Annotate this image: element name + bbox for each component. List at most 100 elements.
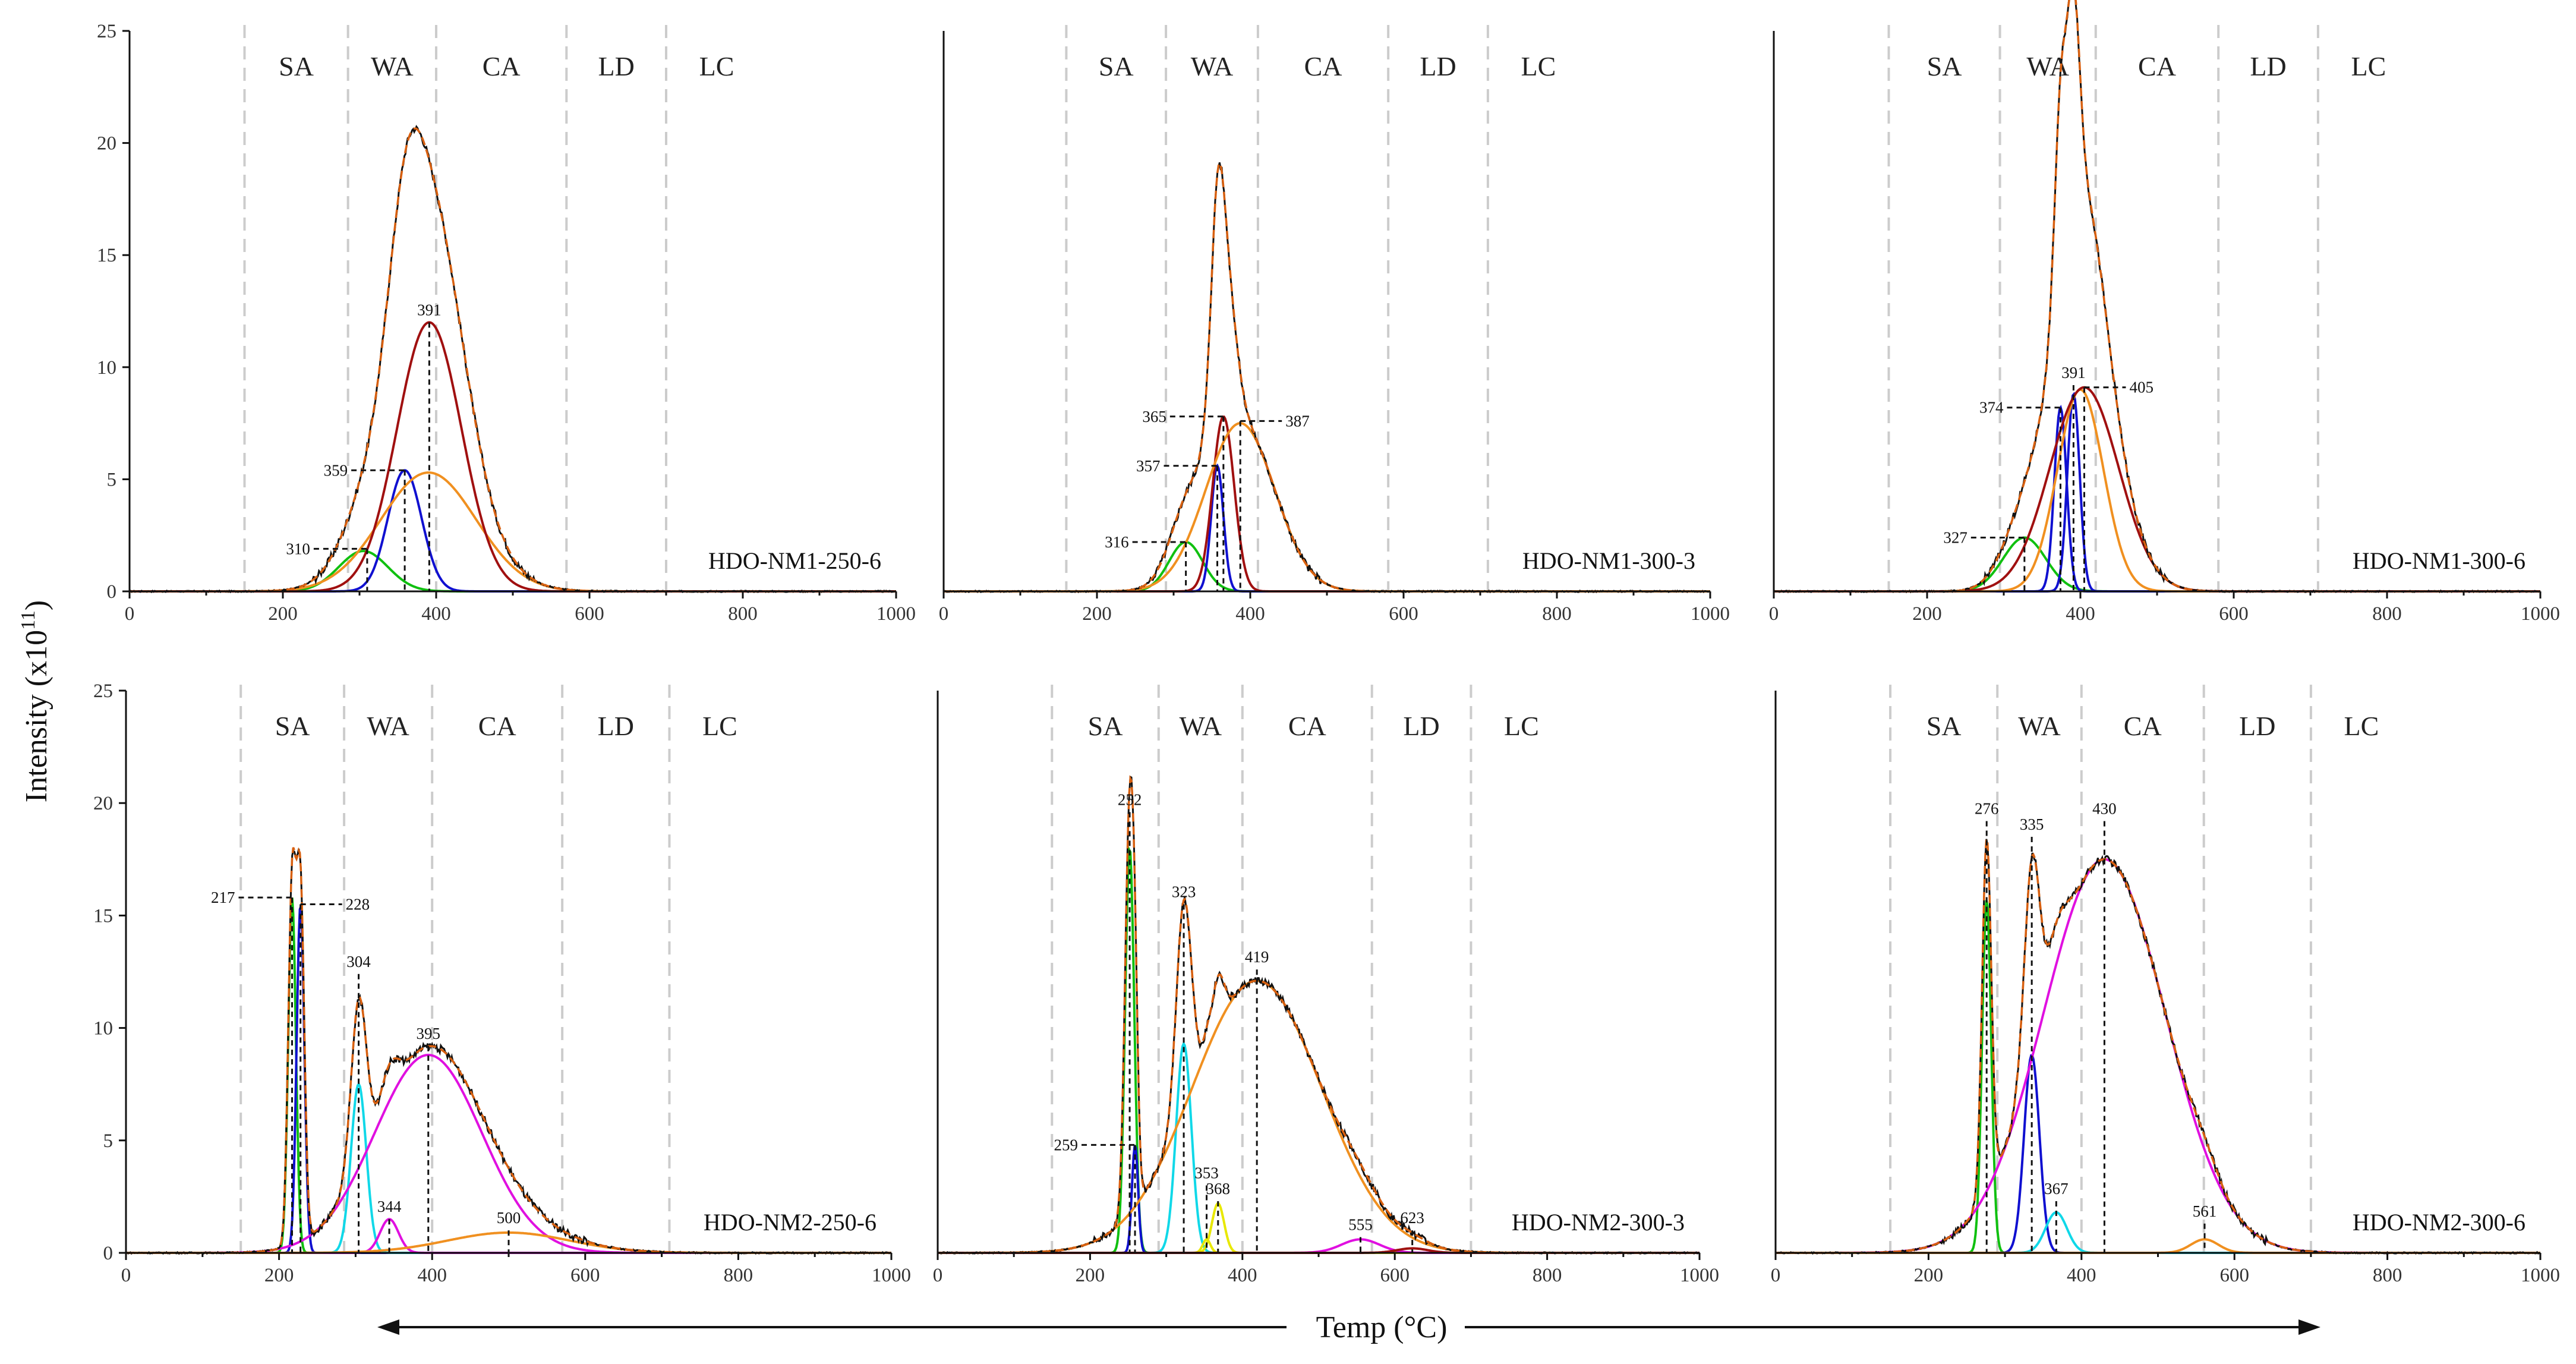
region-label: SA bbox=[1927, 51, 1962, 81]
y-tick-label: 10 bbox=[93, 1018, 113, 1039]
x-tick-label: 600 bbox=[1380, 1265, 1410, 1286]
x-tick-label: 800 bbox=[724, 1265, 753, 1286]
peak-label: 391 bbox=[2061, 364, 2086, 382]
region-label: SA bbox=[1088, 711, 1123, 741]
peak-label: 353 bbox=[1194, 1164, 1219, 1182]
x-tick-label: 1000 bbox=[1680, 1265, 1719, 1286]
x-tick-label: 0 bbox=[933, 1265, 943, 1286]
peak-label: 252 bbox=[1118, 790, 1142, 808]
region-label: SA bbox=[275, 711, 310, 741]
region-label: LC bbox=[699, 51, 734, 81]
x-tick-label: 800 bbox=[1542, 603, 1572, 625]
region-label: LD bbox=[1403, 711, 1439, 741]
peak-label: 500 bbox=[497, 1209, 521, 1227]
y-tick-label: 20 bbox=[93, 793, 113, 814]
peak-label: 228 bbox=[346, 895, 370, 913]
peak-label: 217 bbox=[211, 889, 235, 906]
chart-panel-6: SA WA CA LD LC 276 335 367 430 561 0 200 400 600 800 10… bbox=[1771, 685, 2560, 1286]
x-tick-label: 600 bbox=[1389, 603, 1418, 625]
x-tick-label: 1000 bbox=[876, 603, 916, 625]
peak-label: 419 bbox=[1245, 948, 1269, 966]
x-tick-label: 1000 bbox=[2521, 603, 2560, 625]
peak-label: 304 bbox=[346, 953, 371, 971]
region-label: LD bbox=[598, 711, 634, 741]
panel-label: HDO-NM1-300-6 bbox=[2353, 547, 2525, 574]
x-tick-label: 1000 bbox=[2521, 1265, 2560, 1286]
region-label: LC bbox=[2351, 51, 2386, 81]
measured-signal bbox=[943, 162, 1711, 594]
peak-label: 357 bbox=[1136, 457, 1161, 475]
left-arrow bbox=[377, 1319, 1287, 1335]
y-tick-label: 15 bbox=[97, 245, 116, 266]
region-label: WA bbox=[2018, 711, 2061, 741]
region-label: WA bbox=[1191, 51, 1234, 81]
peak-label: 561 bbox=[2193, 1202, 2217, 1220]
peak-label: 430 bbox=[2092, 799, 2117, 817]
x-tick-label: 200 bbox=[1082, 603, 1112, 625]
x-tick-label: 600 bbox=[575, 603, 604, 625]
region-label: WA bbox=[371, 51, 414, 81]
y-tick-label: 0 bbox=[103, 1243, 113, 1264]
region-label: WA bbox=[367, 711, 409, 741]
x-tick-label: 600 bbox=[2219, 603, 2249, 625]
y-tick-label: 25 bbox=[97, 21, 116, 42]
peak-label: 344 bbox=[377, 1198, 402, 1215]
region-label: SA bbox=[1099, 51, 1134, 81]
peak-label: 335 bbox=[2020, 815, 2044, 833]
chart-panel-1: SA WA CA LD LC 310 359 391 0 200 400 600 800 1000 0 5 10… bbox=[97, 21, 916, 625]
x-tick-label: 1000 bbox=[1691, 603, 1730, 625]
region-label: LC bbox=[702, 711, 737, 741]
region-label: CA bbox=[478, 711, 516, 741]
x-tick-label: 400 bbox=[2066, 603, 2095, 625]
y-tick-label: 10 bbox=[97, 357, 116, 379]
x-tick-label: 800 bbox=[728, 603, 758, 625]
region-label: CA bbox=[483, 51, 521, 81]
peak-label: 327 bbox=[1943, 528, 1968, 546]
right-arrow bbox=[1465, 1319, 2320, 1335]
x-tick-label: 0 bbox=[125, 603, 135, 625]
peak-label: 323 bbox=[1172, 883, 1196, 900]
peak-label: 391 bbox=[417, 301, 442, 319]
x-tick-label: 200 bbox=[264, 1265, 294, 1286]
x-tick-label: 0 bbox=[939, 603, 949, 625]
peak-label: 259 bbox=[1054, 1136, 1079, 1154]
x-tick-label: 0 bbox=[121, 1265, 131, 1286]
peak-label: 405 bbox=[2129, 379, 2154, 396]
panel-label: HDO-NM1-300-3 bbox=[1522, 547, 1695, 574]
peak-label: 316 bbox=[1105, 533, 1129, 551]
x-tick-label: 400 bbox=[2067, 1265, 2096, 1286]
panel-label: HDO-NM2-300-6 bbox=[2353, 1209, 2525, 1236]
x-tick-label: 400 bbox=[421, 603, 451, 625]
region-label: CA bbox=[1304, 51, 1342, 81]
x-tick-label: 400 bbox=[1235, 603, 1265, 625]
x-tick-label: 600 bbox=[2219, 1265, 2249, 1286]
x-tick-label: 200 bbox=[1912, 603, 1942, 625]
y-tick-label: 0 bbox=[107, 581, 117, 603]
y-tick-label: 5 bbox=[103, 1130, 113, 1152]
region-label: CA bbox=[2124, 711, 2162, 741]
peak-label: 368 bbox=[1206, 1180, 1231, 1198]
y-tick-label: 15 bbox=[93, 905, 113, 927]
x-tick-label: 200 bbox=[1914, 1265, 1944, 1286]
x-tick-label: 400 bbox=[1228, 1265, 1257, 1286]
peak-label: 276 bbox=[1975, 799, 1999, 817]
region-label: LC bbox=[2344, 711, 2379, 741]
x-tick-label: 400 bbox=[417, 1265, 447, 1286]
y-axis-title: Intensity (x1011) bbox=[17, 600, 53, 802]
y-tick-label: 20 bbox=[97, 133, 116, 155]
y-tick-label: 5 bbox=[107, 469, 117, 490]
x-tick-label: 200 bbox=[268, 603, 298, 625]
region-label: LD bbox=[2250, 51, 2286, 81]
region-label: LD bbox=[2239, 711, 2275, 741]
left-arrow-head bbox=[377, 1319, 399, 1335]
peak-label: 623 bbox=[1400, 1209, 1424, 1227]
peak-label: 387 bbox=[1285, 412, 1310, 430]
x-tick-label: 1000 bbox=[872, 1265, 911, 1286]
x-axis-title: Temp (°C) bbox=[1316, 1311, 1448, 1344]
x-tick-label: 200 bbox=[1076, 1265, 1105, 1286]
